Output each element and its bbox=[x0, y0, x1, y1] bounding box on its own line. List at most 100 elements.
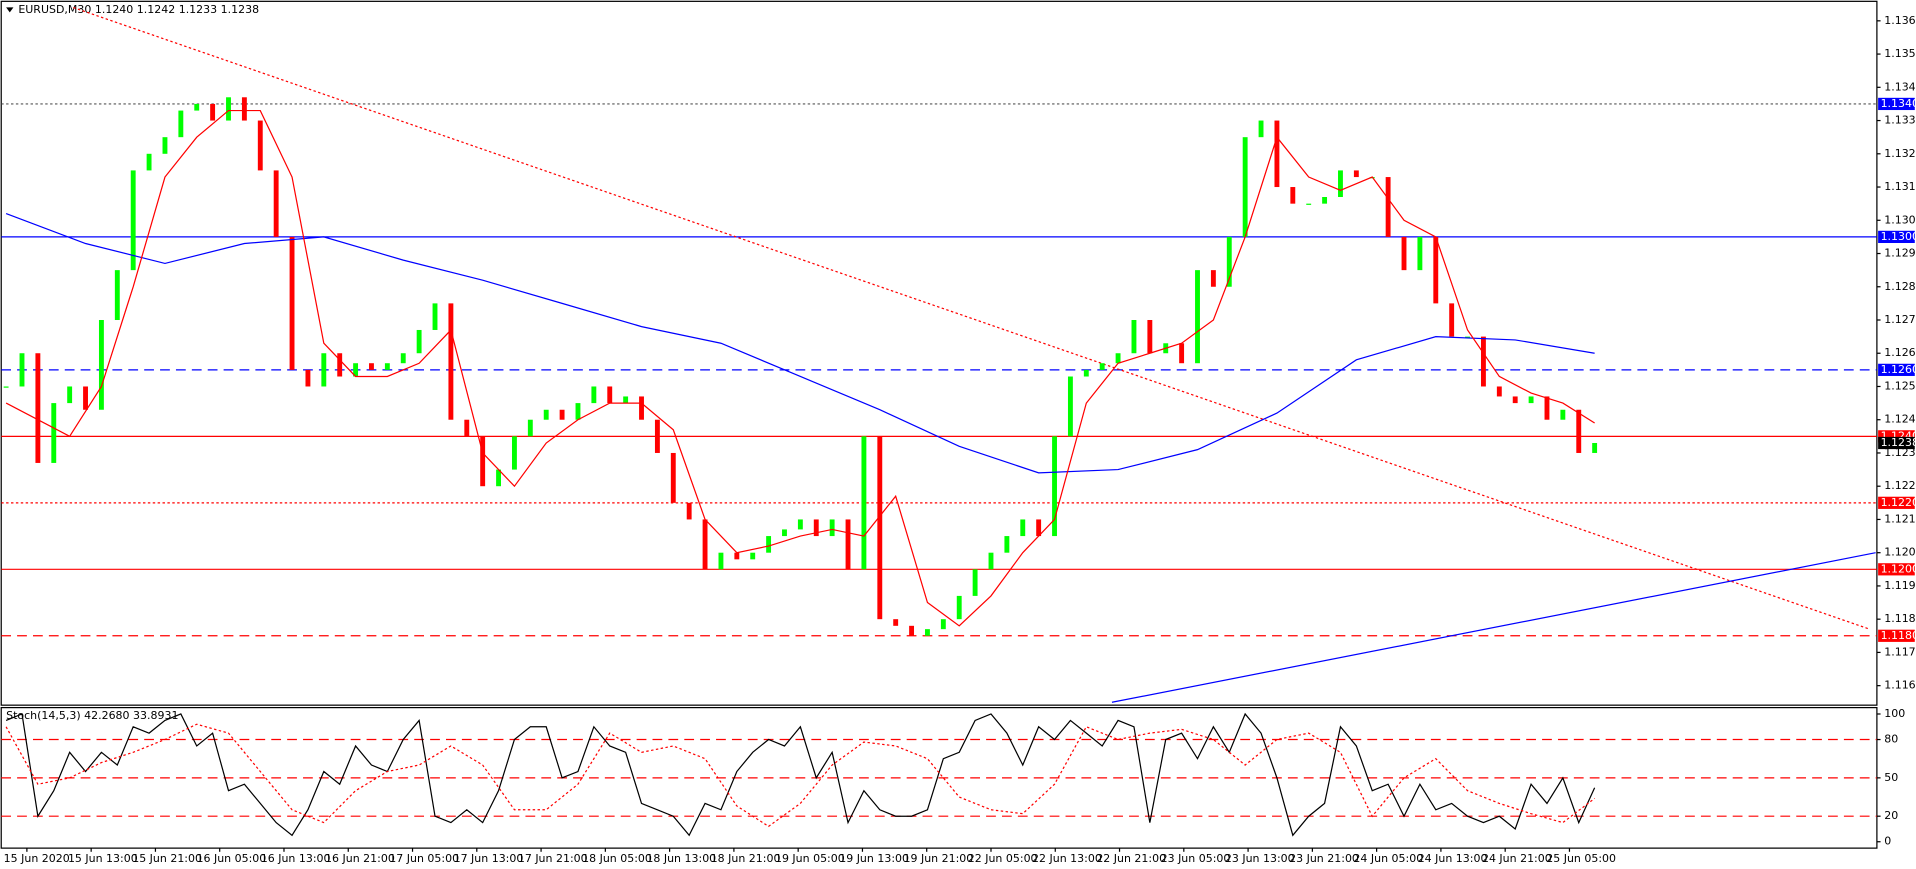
candle bbox=[1195, 270, 1200, 364]
candle bbox=[496, 469, 501, 487]
candle bbox=[1290, 187, 1296, 204]
candle bbox=[1274, 120, 1280, 188]
level-label-box bbox=[1878, 230, 1915, 244]
x-tick-label: 22 Jun 21:00 bbox=[1096, 852, 1166, 865]
y-tick-label: 1.1345 bbox=[1884, 80, 1916, 93]
x-tick-label: 17 Jun 05:00 bbox=[389, 852, 459, 865]
y-tick-label: 1.1215 bbox=[1884, 512, 1916, 525]
x-tick-label: 17 Jun 21:00 bbox=[518, 852, 588, 865]
candle bbox=[829, 519, 835, 537]
stoch-tick-label: 100 bbox=[1884, 707, 1905, 720]
candle bbox=[51, 403, 57, 463]
stoch-header: Stoch(14,5,3) 42.2680 33.8931 bbox=[6, 709, 178, 722]
stoch-tick-label: 20 bbox=[1884, 809, 1898, 822]
stoch-tick-label: 80 bbox=[1884, 733, 1898, 746]
candle bbox=[686, 502, 692, 520]
candle bbox=[3, 386, 9, 388]
y-tick-label: 1.1315 bbox=[1884, 180, 1916, 193]
level-label: 1.1220 bbox=[1881, 496, 1916, 509]
candle bbox=[1083, 369, 1089, 377]
stoch-tick-label: 50 bbox=[1884, 771, 1898, 784]
x-tick-label: 24 Jun 21:00 bbox=[1482, 852, 1552, 865]
ma-fast bbox=[5, 109, 1595, 627]
candle bbox=[1496, 386, 1502, 397]
x-tick-label: 16 Jun 13:00 bbox=[261, 852, 331, 865]
x-tick-label: 18 Jun 13:00 bbox=[646, 852, 716, 865]
candle bbox=[432, 303, 438, 330]
x-tick-label: 18 Jun 05:00 bbox=[582, 852, 652, 865]
y-tick-label: 1.1335 bbox=[1884, 114, 1916, 127]
y-tick-label: 1.1275 bbox=[1884, 313, 1916, 326]
candle bbox=[241, 97, 247, 121]
candle bbox=[1099, 363, 1105, 370]
candle bbox=[1004, 536, 1010, 553]
candle bbox=[400, 353, 406, 364]
candle bbox=[35, 353, 41, 463]
candle bbox=[1052, 436, 1057, 537]
candle bbox=[718, 552, 724, 570]
candle bbox=[273, 170, 279, 237]
menu-arrow[interactable] bbox=[6, 7, 14, 13]
y-tick-label: 1.1265 bbox=[1884, 346, 1916, 359]
candle bbox=[178, 110, 184, 138]
y-tick-label: 1.1295 bbox=[1884, 247, 1916, 260]
level-label: 1.1260 bbox=[1881, 363, 1916, 376]
candle bbox=[337, 353, 343, 377]
candle bbox=[1131, 319, 1137, 354]
y-tick-label: 1.1165 bbox=[1884, 679, 1916, 692]
candle bbox=[559, 409, 565, 420]
candle bbox=[1258, 120, 1264, 138]
level-label: 1.1200 bbox=[1881, 562, 1916, 575]
level-label-box bbox=[1878, 97, 1915, 111]
candle bbox=[1592, 442, 1598, 453]
candle bbox=[226, 97, 231, 121]
candle bbox=[1115, 353, 1121, 364]
candle bbox=[909, 625, 915, 636]
candle bbox=[575, 403, 581, 420]
trendline bbox=[73, 6, 1870, 630]
y-tick-label: 1.1185 bbox=[1884, 612, 1916, 625]
y-tick-label: 1.1245 bbox=[1884, 413, 1916, 426]
candle bbox=[1465, 336, 1470, 338]
y-tick-label: 1.1195 bbox=[1884, 579, 1916, 592]
candle bbox=[1322, 197, 1328, 204]
y-tick-label: 1.1325 bbox=[1884, 147, 1916, 160]
x-tick-label: 24 Jun 05:00 bbox=[1353, 852, 1423, 865]
candle bbox=[1067, 376, 1073, 437]
candle bbox=[988, 552, 994, 570]
x-tick-label: 23 Jun 05:00 bbox=[1161, 852, 1231, 865]
candle bbox=[1020, 519, 1026, 537]
candle bbox=[67, 386, 73, 404]
candle bbox=[146, 153, 152, 171]
candle bbox=[321, 353, 327, 387]
candle bbox=[702, 519, 708, 570]
x-tick-label: 19 Jun 05:00 bbox=[775, 852, 845, 865]
y-tick-label: 1.1175 bbox=[1884, 645, 1916, 658]
candle bbox=[1480, 336, 1486, 387]
candle bbox=[654, 419, 660, 453]
candle bbox=[861, 436, 867, 570]
candle bbox=[1147, 319, 1153, 354]
x-tick-label: 22 Jun 13:00 bbox=[1032, 852, 1102, 865]
y-tick-label: 1.1255 bbox=[1884, 379, 1916, 392]
candle bbox=[1401, 236, 1407, 271]
candle bbox=[670, 452, 676, 503]
candle bbox=[1179, 343, 1185, 364]
candle bbox=[353, 363, 359, 377]
candle bbox=[1512, 396, 1518, 404]
candle bbox=[194, 103, 200, 111]
level-label-box bbox=[1878, 363, 1915, 376]
y-tick-label: 1.1235 bbox=[1884, 446, 1916, 459]
candle bbox=[416, 329, 422, 354]
y-tick-label: 1.1305 bbox=[1884, 213, 1916, 226]
candle bbox=[257, 120, 263, 171]
candle bbox=[448, 303, 454, 420]
candle bbox=[1560, 409, 1566, 420]
candle bbox=[925, 629, 930, 636]
ma-slow bbox=[5, 213, 1595, 474]
candle bbox=[1528, 396, 1534, 404]
candle bbox=[813, 519, 819, 537]
